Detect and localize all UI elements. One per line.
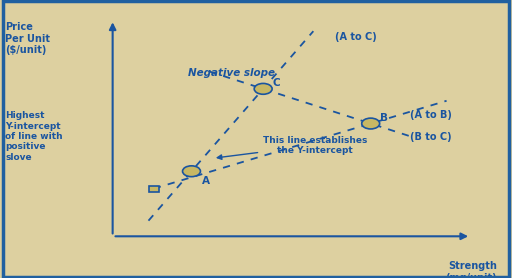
Text: This line establishes
the Y-intercept: This line establishes the Y-intercept <box>217 136 368 159</box>
Text: C: C <box>272 78 280 88</box>
Text: (A to C): (A to C) <box>335 32 377 42</box>
Text: Price
Per Unit
($/unit): Price Per Unit ($/unit) <box>5 22 50 55</box>
Text: (A to B): (A to B) <box>410 110 452 120</box>
Text: A: A <box>202 176 210 186</box>
Text: B: B <box>379 113 388 123</box>
Text: Negative slope: Negative slope <box>188 68 275 78</box>
Circle shape <box>254 83 272 94</box>
Bar <box>149 185 159 192</box>
Text: Highest
Y-intercept
of line with
positive
slove: Highest Y-intercept of line with positiv… <box>5 111 63 162</box>
Text: (B to C): (B to C) <box>410 131 452 142</box>
Circle shape <box>361 118 379 129</box>
Circle shape <box>182 166 201 177</box>
Text: Strength
(mg/unit): Strength (mg/unit) <box>445 261 497 278</box>
